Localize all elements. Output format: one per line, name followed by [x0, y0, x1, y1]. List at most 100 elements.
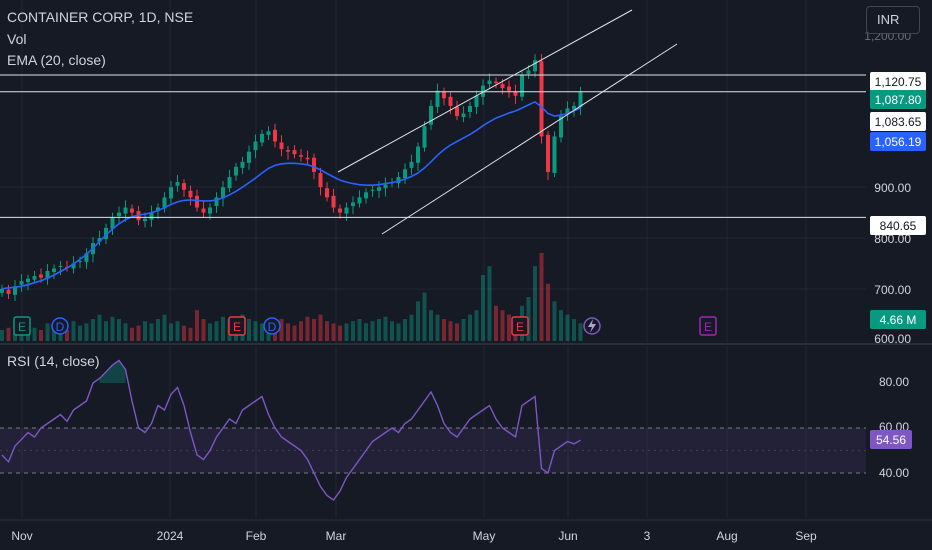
event-marker[interactable]: D	[51, 317, 69, 335]
candle-body	[188, 190, 193, 198]
volume-bar	[195, 310, 199, 341]
channel-lower-line[interactable]	[381, 43, 678, 235]
event-marker[interactable]: E	[511, 316, 529, 336]
volume-bar	[331, 323, 336, 341]
volume-bar	[409, 314, 414, 341]
rsi-axis-tick: 80.00	[879, 375, 909, 389]
candle-body	[526, 70, 531, 74]
volume-bar	[364, 323, 368, 341]
time-axis-tick: Jun	[558, 529, 577, 543]
volume-bar	[208, 323, 212, 341]
volume-bar	[71, 321, 76, 341]
volume-bar	[546, 283, 550, 341]
volume-bar	[279, 319, 284, 341]
candle-body	[513, 91, 518, 96]
price-label-box[interactable]	[870, 112, 926, 131]
candle-body	[292, 150, 297, 155]
price-label-box[interactable]	[870, 310, 926, 329]
candle-body	[539, 61, 544, 137]
time-axis-tick: 3	[644, 529, 651, 543]
candle-body	[6, 289, 11, 294]
volume-bar	[312, 319, 316, 341]
event-marker[interactable]: D	[263, 317, 281, 335]
volume-bar	[169, 323, 173, 341]
candle-body	[97, 238, 102, 242]
candle-body	[273, 129, 277, 142]
candle-body	[325, 188, 329, 198]
candle-body	[481, 85, 485, 97]
candle-body	[383, 184, 388, 189]
candle-body	[312, 157, 316, 172]
volume-bar	[260, 323, 264, 341]
volume-bar	[221, 316, 225, 341]
volume-bar	[143, 321, 147, 341]
ema-label[interactable]: EMA (20, close)	[7, 52, 106, 68]
candle-body	[507, 86, 511, 91]
candle-body	[175, 182, 180, 186]
price-label-box[interactable]	[870, 90, 926, 109]
event-marker[interactable]: E	[228, 316, 246, 336]
candle-body	[260, 133, 264, 143]
volume-bar	[104, 321, 108, 341]
price-label-box[interactable]	[870, 132, 926, 151]
rsi-label[interactable]: RSI (14, close)	[7, 353, 100, 369]
volume-bar	[500, 310, 505, 341]
volume-bar	[383, 316, 388, 341]
volume-bar	[507, 314, 511, 341]
price-label-box[interactable]	[870, 72, 926, 91]
channel-upper-line[interactable]	[337, 9, 633, 173]
rsi-value-box[interactable]	[870, 430, 912, 449]
rsi-overbought-fill	[99, 360, 126, 383]
candle-body	[162, 197, 167, 209]
volume-bar	[292, 325, 297, 341]
symbol-title[interactable]: CONTAINER CORP, 1D, NSE	[7, 9, 194, 25]
price-label[interactable]: 1,083.65	[875, 115, 922, 129]
volume-bar	[468, 314, 472, 341]
candle-body	[468, 105, 472, 113]
candle-body	[156, 207, 160, 212]
volume-bar	[182, 325, 186, 341]
candle-body	[435, 90, 440, 107]
currency-button[interactable]: INR	[866, 6, 920, 34]
volume-bar	[201, 319, 206, 341]
candle-body	[19, 281, 24, 285]
volume-bar	[351, 321, 355, 341]
price-label[interactable]: 4.66 M	[880, 313, 917, 327]
volume-bar	[442, 319, 446, 341]
volume-bar	[552, 301, 557, 341]
candle-body	[149, 212, 154, 220]
candle-body	[403, 169, 407, 179]
volume-bar	[448, 321, 453, 341]
event-marker[interactable]: E	[13, 316, 31, 336]
lightning-icon[interactable]	[583, 317, 601, 335]
candle-body	[266, 131, 271, 135]
candle-body	[331, 195, 336, 208]
price-label[interactable]: 1,056.19	[875, 135, 922, 149]
ema-line	[1, 100, 581, 290]
volume-bar	[156, 319, 160, 341]
rsi-value[interactable]: 54.56	[876, 433, 906, 447]
candle-body	[52, 268, 56, 273]
volume-bar	[559, 310, 563, 341]
volume-label[interactable]: Vol	[7, 31, 27, 47]
candle-body	[370, 189, 375, 191]
volume-bar	[136, 325, 141, 341]
candle-body	[214, 197, 219, 206]
candle-body	[520, 75, 524, 97]
price-label-box[interactable]	[870, 216, 926, 235]
price-axis-tick: 800.00	[874, 232, 911, 246]
candle-body	[195, 195, 199, 208]
volume-bar	[422, 292, 427, 341]
volume-bar	[78, 325, 82, 341]
price-label[interactable]: 840.65	[880, 219, 917, 233]
candle-body	[552, 136, 557, 173]
volume-bar	[481, 275, 485, 341]
candle-body	[110, 217, 115, 229]
time-axis-tick: Nov	[11, 529, 32, 543]
price-label[interactable]: 1,087.80	[875, 93, 922, 107]
candle-body	[344, 207, 349, 214]
price-label[interactable]: 1,120.75	[875, 75, 922, 89]
event-marker[interactable]: E	[699, 316, 717, 336]
svg-text:D: D	[268, 320, 277, 334]
candle-body	[240, 161, 245, 168]
